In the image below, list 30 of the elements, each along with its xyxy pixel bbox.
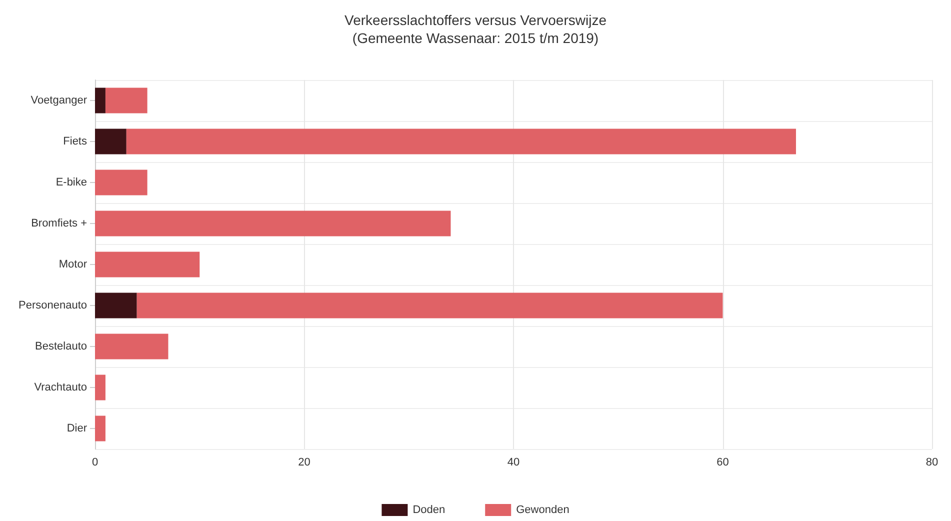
chart-subtitle: (Gemeente Wassenaar: 2015 t/m 2019)	[352, 30, 599, 46]
bar	[95, 252, 200, 278]
bar	[95, 292, 137, 318]
y-tick-label: Bestelauto	[35, 340, 87, 352]
y-tick-label: Personenauto	[18, 300, 87, 312]
bar	[95, 334, 168, 360]
y-tick-label: E-bike	[56, 176, 87, 188]
bar	[95, 416, 106, 442]
chart-title: Verkeersslachtoffers versus Vervoerswijze	[344, 12, 607, 28]
y-tick-label: Vrachtauto	[34, 382, 87, 394]
x-tick-label: 40	[507, 456, 520, 468]
legend-label: Gewonden	[516, 504, 570, 516]
y-tick-label: Motor	[58, 258, 88, 270]
bar	[95, 128, 126, 154]
bar	[105, 88, 148, 114]
bar	[95, 88, 106, 114]
x-tick-label: 60	[716, 456, 729, 468]
bar	[95, 374, 106, 400]
y-tick-label: Fiets	[63, 136, 88, 148]
y-tick-label: Dier	[66, 422, 88, 434]
bar	[126, 128, 796, 154]
x-tick-label: 20	[298, 456, 310, 468]
x-tick-label: 0	[92, 456, 98, 468]
x-tick-label: 80	[926, 456, 938, 468]
legend-label: Doden	[412, 504, 446, 516]
y-tick-label: Bromfiets +	[31, 218, 87, 230]
bar	[95, 210, 451, 236]
y-tick-label: Voetganger	[30, 94, 88, 106]
bar	[95, 170, 148, 196]
bar	[136, 292, 723, 318]
